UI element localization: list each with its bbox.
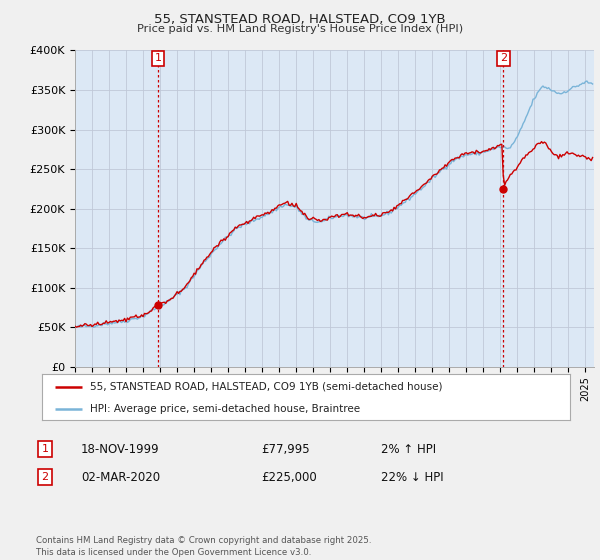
Text: HPI: Average price, semi-detached house, Braintree: HPI: Average price, semi-detached house,…: [89, 404, 359, 413]
Text: 18-NOV-1999: 18-NOV-1999: [81, 442, 160, 456]
Text: 55, STANSTEAD ROAD, HALSTEAD, CO9 1YB (semi-detached house): 55, STANSTEAD ROAD, HALSTEAD, CO9 1YB (s…: [89, 382, 442, 392]
Text: 2: 2: [500, 53, 507, 63]
Text: 2% ↑ HPI: 2% ↑ HPI: [381, 442, 436, 456]
Text: Price paid vs. HM Land Registry's House Price Index (HPI): Price paid vs. HM Land Registry's House …: [137, 24, 463, 34]
Text: 1: 1: [41, 444, 49, 454]
Text: £225,000: £225,000: [261, 470, 317, 484]
Text: 22% ↓ HPI: 22% ↓ HPI: [381, 470, 443, 484]
Text: 2: 2: [41, 472, 49, 482]
Text: 1: 1: [155, 53, 161, 63]
Text: £77,995: £77,995: [261, 442, 310, 456]
Text: 55, STANSTEAD ROAD, HALSTEAD, CO9 1YB: 55, STANSTEAD ROAD, HALSTEAD, CO9 1YB: [154, 13, 446, 26]
Text: 02-MAR-2020: 02-MAR-2020: [81, 470, 160, 484]
Text: Contains HM Land Registry data © Crown copyright and database right 2025.
This d: Contains HM Land Registry data © Crown c…: [36, 536, 371, 557]
